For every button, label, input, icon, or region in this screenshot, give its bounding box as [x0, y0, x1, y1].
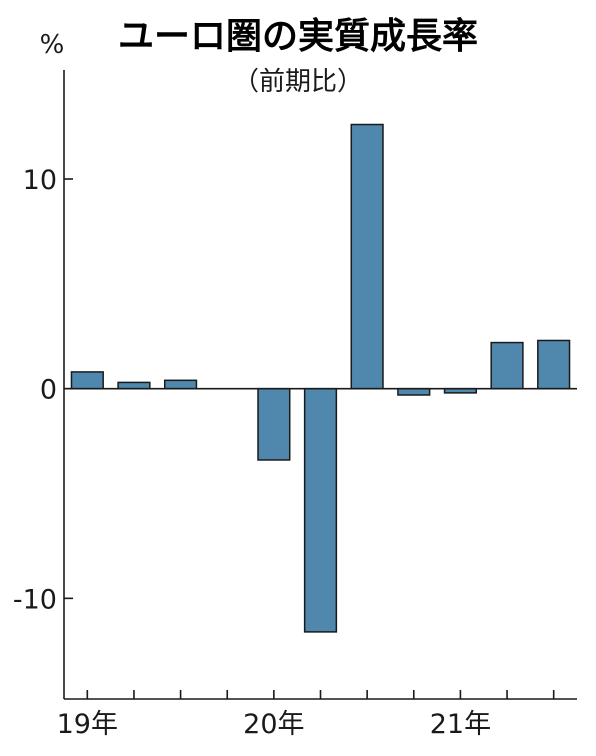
bar-2020Q4: [397, 387, 431, 396]
bar-2020Q3: [350, 123, 384, 390]
y-axis-unit: %: [40, 30, 65, 60]
bar-2020Q1: [257, 387, 291, 461]
bar-2020Q2: [303, 387, 338, 633]
chart-title: ユーロ圏の実質成長率: [118, 16, 478, 57]
y-tick-label-0: 0: [40, 375, 57, 406]
x-group-label-1: 20年: [243, 709, 304, 740]
bar-2019Q3: [163, 379, 198, 390]
y-tick-label-10: 10: [23, 165, 57, 196]
bar-2019Q1: [70, 371, 104, 390]
bar-2019Q2: [117, 381, 151, 390]
x-group-label-0: 19年: [57, 709, 118, 740]
y-tick-label--10: -10: [13, 584, 57, 615]
x-group-label-2: 21年: [430, 709, 491, 740]
chart-subtitle: （前期比）: [233, 67, 363, 97]
bar-2021Q3: [537, 339, 571, 390]
plot-area: 10 0 -10 19年 20年 21年: [13, 70, 577, 740]
bar-2021Q2: [490, 341, 524, 390]
